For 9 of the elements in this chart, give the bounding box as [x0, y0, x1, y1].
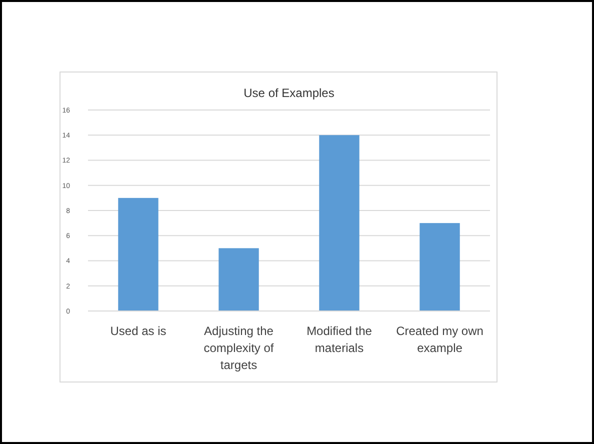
chart-title: Use of Examples [244, 86, 334, 100]
bar [420, 223, 460, 311]
bar [218, 248, 259, 311]
bar [319, 135, 360, 311]
bar [118, 198, 158, 311]
x-tick-label: Created my own example [396, 324, 484, 355]
x-tick-label: Used as is [110, 324, 166, 338]
x-tick-label: Modified the materials [306, 324, 372, 355]
x-tick-label: Adjusting the complexity of targets [204, 324, 274, 372]
